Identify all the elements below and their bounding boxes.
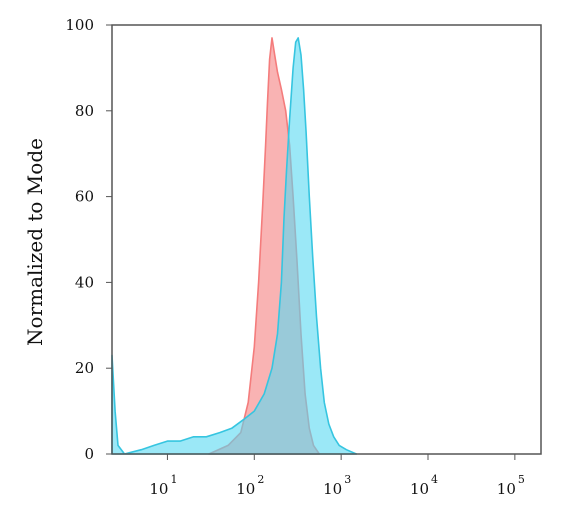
x-tick-label: 104 <box>410 473 438 498</box>
y-axis-label: Normalized to Mode <box>23 138 47 346</box>
y-tick-label: 80 <box>75 102 94 120</box>
y-tick-label: 100 <box>65 16 94 34</box>
series-layer <box>111 37 358 455</box>
y-tick-label: 20 <box>75 359 94 377</box>
x-tick-label: 102 <box>236 473 264 498</box>
x-tick-label: 101 <box>149 473 177 498</box>
x-tick-label: 103 <box>323 473 351 498</box>
plot-frame <box>111 24 542 455</box>
y-tick-label: 40 <box>75 273 94 291</box>
x-tick-label: 105 <box>497 473 525 498</box>
y-tick-label: 60 <box>75 188 94 206</box>
series-2-area <box>111 37 358 455</box>
x-axis-ticks: 101 102 103 104 105 <box>149 454 525 498</box>
y-axis-ticks: 0 20 40 60 80 100 <box>65 16 112 463</box>
y-tick-label: 0 <box>84 445 94 463</box>
